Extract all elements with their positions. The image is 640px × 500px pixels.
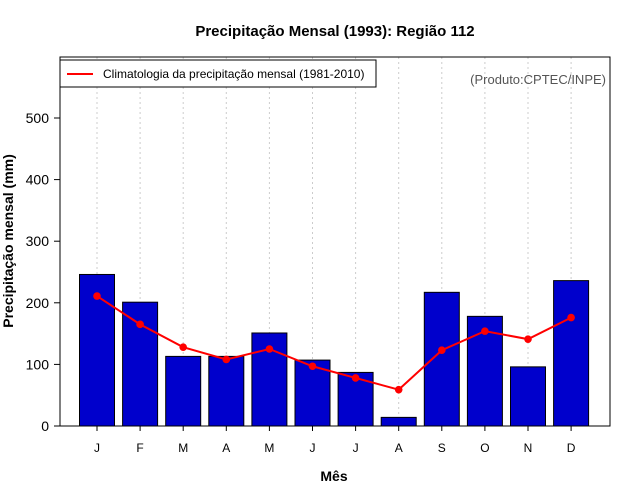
- y-axis: 0 100 200 300 400 500: [26, 110, 61, 434]
- y-axis-label: Precipitação mensal (mm): [0, 154, 16, 328]
- climatology-points: [93, 292, 575, 394]
- y-tick-label: 200: [26, 295, 50, 311]
- climatology-line: [96, 295, 572, 391]
- y-tick-label: 100: [26, 356, 50, 372]
- bar: [165, 355, 202, 427]
- chart-title: Precipitação Mensal (1993): Região 112: [195, 23, 474, 40]
- climatology-point: [222, 355, 231, 364]
- x-tick-label: J: [353, 441, 359, 455]
- climatology-point: [265, 345, 274, 353]
- bar: [294, 359, 331, 427]
- x-tick-label: D: [567, 441, 576, 455]
- bar: [208, 355, 245, 427]
- x-tick-label: M: [178, 441, 188, 455]
- climatology-point: [93, 292, 101, 300]
- y-tick-label: 500: [26, 110, 50, 126]
- x-tick-label: A: [395, 441, 403, 455]
- climatology-point: [308, 362, 317, 371]
- bar: [423, 291, 460, 427]
- y-tick-label: 400: [26, 172, 50, 188]
- climatology-point: [567, 313, 575, 322]
- climatology-point: [136, 320, 144, 329]
- climatology-point: [179, 343, 187, 351]
- grid: [96, 57, 572, 426]
- x-tick-label: S: [438, 441, 446, 455]
- legend-label: Climatologia da precipitação mensal (198…: [103, 67, 364, 81]
- climatology-point: [481, 327, 489, 335]
- credit-text: (Produto:CPTEC/INPE): [470, 72, 606, 87]
- legend-box: [59, 59, 377, 88]
- climatology-point: [438, 346, 446, 355]
- x-tick-label: A: [222, 441, 230, 455]
- x-tick-label: O: [480, 441, 489, 455]
- bar: [380, 416, 417, 427]
- x-tick-label: F: [136, 441, 143, 455]
- climatology-point: [524, 335, 532, 343]
- x-tick-label: N: [524, 441, 533, 455]
- x-axis-label: Mês: [320, 468, 347, 484]
- climatology-point: [394, 385, 403, 394]
- climatology-point: [351, 374, 360, 382]
- legend: Climatologia da precipitação mensal (198…: [59, 59, 377, 88]
- x-tick-label: J: [310, 441, 316, 455]
- y-tick-label: 300: [26, 233, 50, 249]
- climatology-polyline: [96, 295, 572, 391]
- x-tick-label: J: [94, 441, 100, 455]
- bars: [79, 273, 590, 427]
- bar: [553, 280, 590, 427]
- y-tick-label: 0: [41, 418, 49, 434]
- x-tick-label: M: [264, 441, 274, 455]
- bar: [510, 366, 546, 427]
